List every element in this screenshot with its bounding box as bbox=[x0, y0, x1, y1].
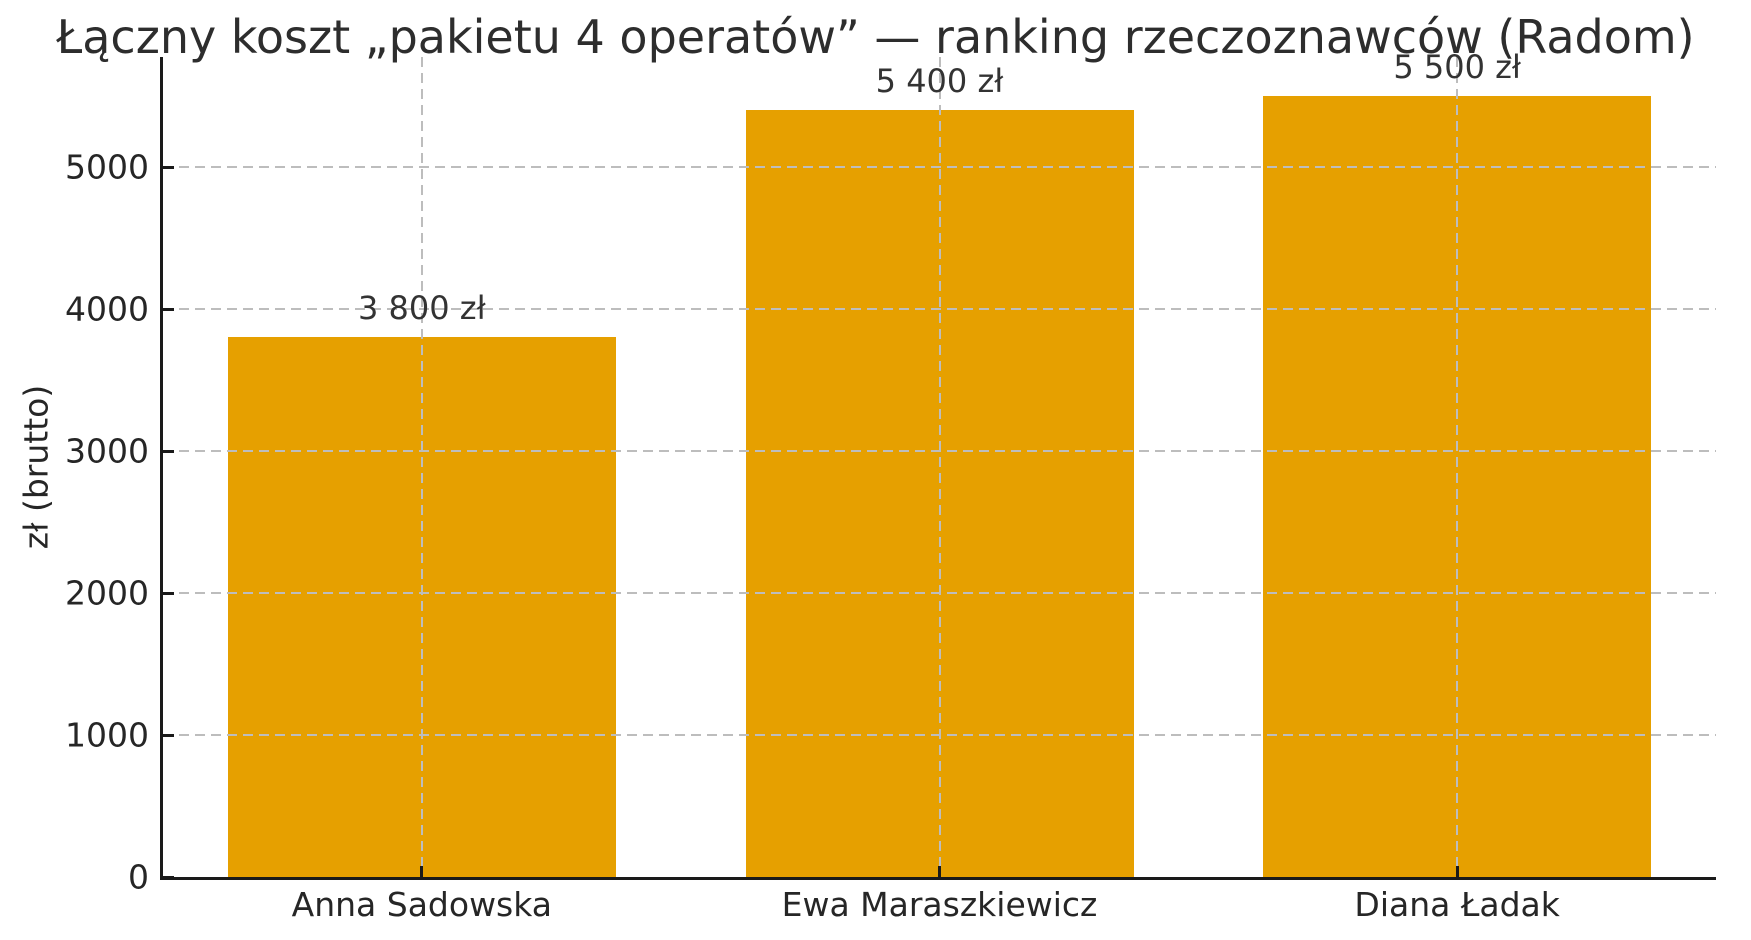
y-tick-label: 3000 bbox=[65, 431, 149, 471]
y-axis-spine bbox=[160, 57, 163, 877]
x-tick-mark bbox=[420, 866, 424, 877]
plot-area: 3 800 zł 5 400 zł 5 500 zł 0 1000 2000 3000 400… bbox=[65, 48, 1716, 924]
y-tick-mark bbox=[163, 875, 174, 879]
y-axis-label: zł (brutto) bbox=[16, 384, 56, 550]
y-tick-mark bbox=[163, 449, 174, 453]
y-tick-label: 5000 bbox=[65, 147, 149, 187]
gridline-vertical bbox=[420, 57, 423, 877]
x-axis-spine bbox=[160, 877, 1716, 880]
bar-value-label: 5 500 zł bbox=[1393, 48, 1521, 87]
y-tick-mark bbox=[163, 307, 174, 311]
chart-title: Łączny koszt „pakietu 4 operatów” — rank… bbox=[56, 10, 1695, 64]
y-tick-label: 1000 bbox=[65, 715, 149, 755]
y-tick-mark bbox=[163, 733, 174, 737]
x-tick-label: Ewa Maraszkiewicz bbox=[781, 885, 1098, 924]
x-tick-label: Anna Sadowska bbox=[291, 885, 553, 924]
y-tick-label: 2000 bbox=[65, 573, 149, 613]
gridline-vertical bbox=[1456, 57, 1459, 877]
y-tick-mark bbox=[163, 165, 174, 169]
bar-value-label: 3 800 zł bbox=[357, 289, 486, 328]
y-tick-label: 4000 bbox=[65, 289, 149, 329]
x-tick-mark bbox=[1455, 866, 1459, 877]
bar-value-label: 5 400 zł bbox=[875, 62, 1004, 101]
y-tick-label: 0 bbox=[128, 857, 149, 897]
x-tick-mark bbox=[938, 866, 941, 877]
gridline-vertical bbox=[938, 57, 941, 877]
x-tick-label: Diana Ładak bbox=[1354, 885, 1560, 924]
y-tick-mark bbox=[163, 591, 174, 595]
